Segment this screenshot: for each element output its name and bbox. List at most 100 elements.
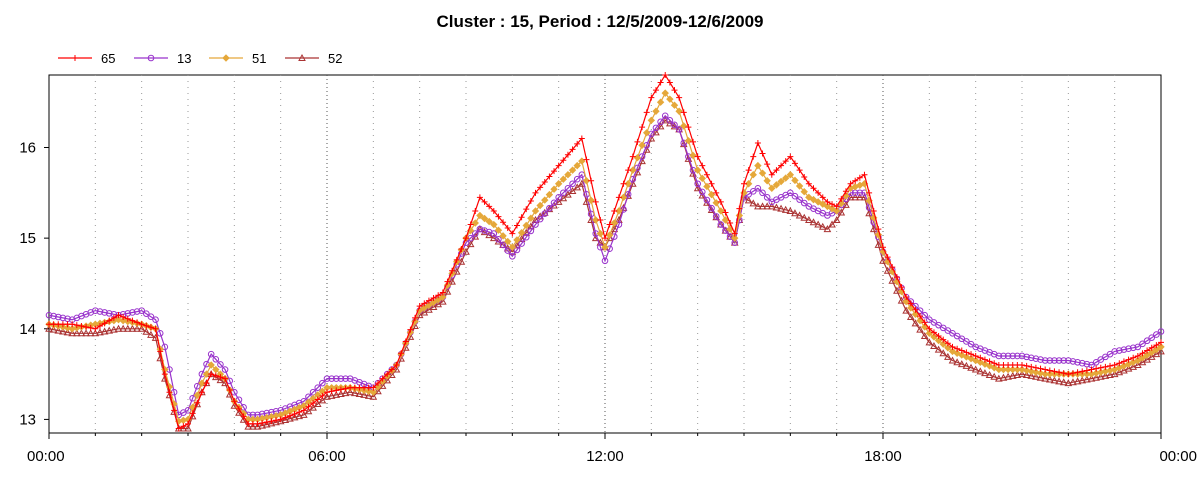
data-point bbox=[295, 412, 304, 420]
data-point bbox=[1027, 367, 1035, 376]
data-point bbox=[717, 207, 725, 215]
data-point bbox=[124, 315, 131, 322]
data-point bbox=[504, 224, 511, 231]
data-point bbox=[967, 363, 975, 371]
data-point bbox=[1041, 357, 1049, 364]
data-point bbox=[568, 186, 577, 195]
data-point bbox=[870, 207, 877, 214]
data-point bbox=[911, 319, 920, 327]
data-point bbox=[138, 321, 145, 328]
data-point bbox=[384, 371, 391, 378]
data-point bbox=[235, 405, 242, 412]
data-point bbox=[754, 202, 762, 210]
data-point bbox=[805, 215, 813, 224]
data-point bbox=[680, 109, 687, 116]
data-point bbox=[1069, 358, 1077, 365]
data-point bbox=[536, 201, 544, 210]
data-point bbox=[1069, 370, 1076, 377]
data-point bbox=[805, 180, 812, 187]
data-point bbox=[551, 168, 558, 175]
data-point bbox=[328, 388, 335, 395]
data-point bbox=[564, 151, 571, 158]
data-point bbox=[744, 196, 753, 204]
data-point bbox=[449, 267, 456, 274]
data-point bbox=[828, 220, 836, 228]
data-point bbox=[758, 169, 767, 177]
data-point bbox=[87, 324, 94, 331]
data-point bbox=[546, 173, 553, 180]
data-point bbox=[1051, 357, 1058, 364]
data-point bbox=[903, 294, 910, 301]
data-point bbox=[1139, 340, 1146, 348]
data-point bbox=[189, 394, 196, 402]
data-point bbox=[554, 180, 563, 188]
data-point bbox=[1130, 354, 1137, 361]
data-point bbox=[898, 284, 905, 291]
data-point bbox=[722, 209, 729, 216]
data-point bbox=[782, 158, 789, 165]
data-point bbox=[1023, 353, 1030, 361]
data-point bbox=[763, 194, 771, 201]
legend-entry-13[interactable]: 13 bbox=[134, 51, 191, 66]
data-point bbox=[1144, 347, 1151, 354]
data-point bbox=[555, 162, 562, 169]
data-point bbox=[828, 204, 836, 213]
data-point bbox=[652, 87, 659, 94]
data-point bbox=[212, 372, 219, 379]
data-point bbox=[50, 312, 57, 320]
data-point bbox=[327, 391, 336, 399]
data-point bbox=[643, 109, 650, 116]
data-point bbox=[1152, 345, 1161, 354]
data-point bbox=[337, 386, 344, 393]
data-point bbox=[537, 184, 544, 191]
data-point bbox=[642, 129, 651, 137]
data-point bbox=[977, 354, 984, 361]
data-point bbox=[569, 180, 576, 188]
data-point bbox=[189, 410, 196, 417]
data-point bbox=[610, 225, 619, 233]
data-point bbox=[1124, 364, 1133, 372]
data-point bbox=[958, 351, 966, 359]
data-point bbox=[1046, 367, 1053, 374]
data-point bbox=[763, 177, 771, 185]
data-point bbox=[744, 180, 753, 188]
data-point bbox=[267, 419, 276, 427]
data-point bbox=[926, 325, 933, 332]
legend-entry-65[interactable]: 65 bbox=[58, 51, 115, 66]
data-point bbox=[101, 309, 108, 316]
data-point bbox=[805, 193, 813, 202]
data-point bbox=[1065, 371, 1072, 378]
data-point bbox=[296, 409, 303, 416]
data-point bbox=[378, 381, 387, 389]
data-point bbox=[679, 140, 688, 148]
legend-entry-51[interactable]: 51 bbox=[209, 51, 266, 66]
data-point bbox=[342, 385, 349, 392]
data-point bbox=[1088, 366, 1095, 373]
data-point bbox=[134, 319, 141, 326]
data-point bbox=[999, 373, 1008, 381]
data-point bbox=[727, 220, 734, 227]
legend-entry-52[interactable]: 52 bbox=[285, 51, 342, 66]
data-point bbox=[1116, 347, 1123, 354]
data-point bbox=[165, 391, 174, 399]
data-point bbox=[1111, 362, 1118, 369]
legend[interactable]: 65 13 51 52 bbox=[58, 51, 342, 66]
data-point bbox=[888, 276, 897, 284]
data-point bbox=[443, 287, 452, 295]
data-point bbox=[916, 325, 924, 333]
data-point bbox=[606, 221, 613, 228]
data-point bbox=[1004, 372, 1012, 380]
data-point bbox=[671, 121, 678, 129]
data-point bbox=[490, 207, 497, 214]
data-point bbox=[675, 107, 683, 115]
data-point bbox=[96, 323, 103, 330]
data-point bbox=[787, 189, 794, 197]
data-point bbox=[253, 422, 262, 430]
x-tick-label: 12:00 bbox=[586, 448, 624, 465]
data-point bbox=[503, 237, 512, 246]
data-point bbox=[230, 401, 239, 409]
data-point bbox=[810, 185, 817, 192]
data-point bbox=[597, 217, 604, 224]
data-point bbox=[119, 324, 127, 332]
data-point bbox=[217, 361, 224, 368]
